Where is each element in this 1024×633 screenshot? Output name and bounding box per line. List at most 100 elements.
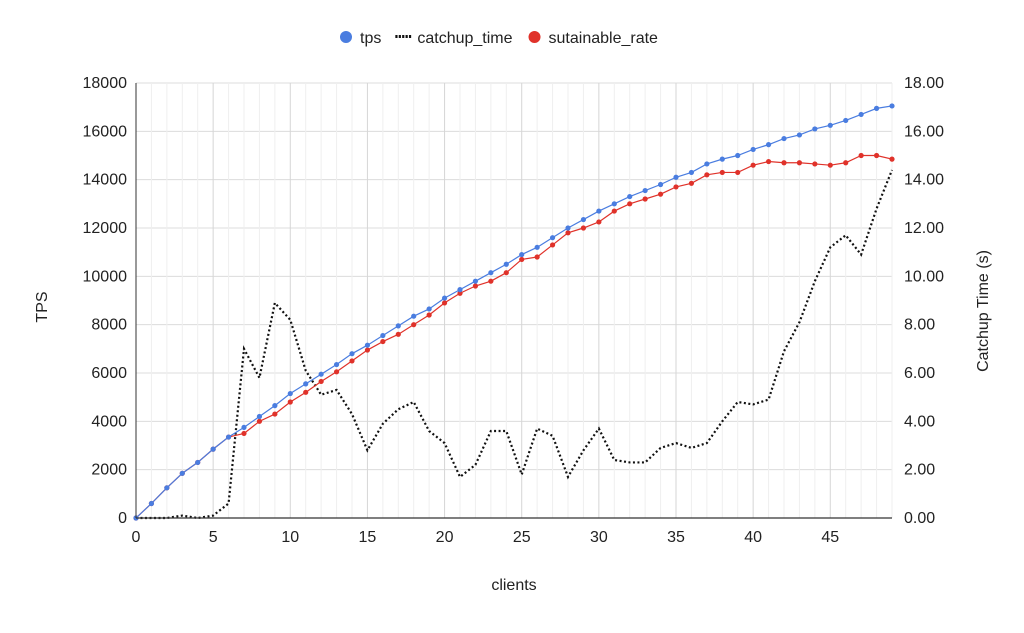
data-point-tps xyxy=(596,208,602,214)
data-point-sutainable_rate xyxy=(549,242,556,248)
data-point-tps xyxy=(303,381,309,387)
y-right-tick-label: 18.00 xyxy=(904,75,944,92)
y-left-tick-label: 6000 xyxy=(91,365,127,382)
data-point-tps xyxy=(688,169,695,176)
data-point-sutainable_rate xyxy=(488,278,494,284)
data-point-tps xyxy=(457,287,463,293)
data-point-tps xyxy=(642,187,648,194)
data-point-tps xyxy=(657,181,664,188)
data-point-tps xyxy=(796,132,803,138)
data-point-tps xyxy=(565,225,571,231)
data-point-tps xyxy=(889,103,895,109)
data-point-tps xyxy=(364,342,371,348)
data-point-sutainable_rate xyxy=(704,172,710,178)
data-point-sutainable_rate xyxy=(503,270,509,276)
data-point-tps xyxy=(873,105,880,111)
data-point-sutainable_rate xyxy=(380,338,386,345)
y-right-tick-label: 14.00 xyxy=(904,172,944,189)
data-point-tps xyxy=(534,244,540,250)
data-point-tps xyxy=(858,111,864,118)
data-point-tps xyxy=(225,434,232,440)
data-point-tps xyxy=(164,485,170,491)
data-point-tps xyxy=(519,251,525,258)
legend-marker-dot-catchup_time xyxy=(395,35,398,38)
data-point-sutainable_rate xyxy=(812,161,818,167)
data-point-tps xyxy=(827,122,833,128)
data-point-sutainable_rate xyxy=(673,184,679,190)
data-point-tps xyxy=(349,351,355,357)
data-point-sutainable_rate xyxy=(333,369,340,375)
legend-label-catchup_time: catchup_time xyxy=(417,30,512,47)
data-point-tps xyxy=(627,193,633,200)
x-tick-label: 45 xyxy=(821,529,839,546)
data-point-sutainable_rate xyxy=(596,219,602,225)
data-point-tps xyxy=(195,459,201,466)
data-point-tps xyxy=(395,323,401,329)
y-right-tick-label: 2.00 xyxy=(904,462,935,479)
gridlines xyxy=(136,82,893,518)
data-point-tps xyxy=(272,403,278,409)
x-tick-label: 5 xyxy=(209,529,218,546)
x-tick-label: 40 xyxy=(744,529,762,546)
series-line-tps xyxy=(135,105,893,519)
data-point-tps xyxy=(843,117,849,124)
data-point-sutainable_rate xyxy=(287,399,293,405)
x-tick-label: 25 xyxy=(513,529,531,546)
data-point-sutainable_rate xyxy=(457,290,463,296)
y-left-tick-label: 8000 xyxy=(91,317,127,334)
legend-marker-tps xyxy=(340,31,352,43)
data-point-sutainable_rate xyxy=(611,208,617,214)
data-point-sutainable_rate xyxy=(719,169,725,176)
data-point-sutainable_rate xyxy=(318,378,324,385)
data-point-tps xyxy=(503,261,509,267)
data-point-sutainable_rate xyxy=(765,158,772,165)
legend-marker-dot-catchup_time xyxy=(398,35,401,38)
data-point-sutainable_rate xyxy=(843,160,849,166)
y-axis-left-title: TPS xyxy=(34,291,51,322)
data-point-sutainable_rate xyxy=(580,225,587,231)
y-right-tick-label: 10.00 xyxy=(904,268,944,285)
data-point-tps xyxy=(210,446,216,452)
y-right-tick-label: 16.00 xyxy=(904,123,944,140)
data-point-sutainable_rate xyxy=(657,191,664,197)
x-tick-label: 30 xyxy=(590,529,608,546)
x-tick-label: 35 xyxy=(667,529,685,546)
data-point-sutainable_rate xyxy=(441,300,448,306)
data-point-tps xyxy=(411,313,417,319)
data-point-sutainable_rate xyxy=(827,162,833,168)
data-point-tps xyxy=(441,295,448,301)
data-point-sutainable_rate xyxy=(426,312,432,318)
data-point-tps xyxy=(673,174,679,180)
series-line-sutainable_rate xyxy=(135,154,893,519)
y-left-tick-label: 14000 xyxy=(83,172,128,189)
legend-label-tps: tps xyxy=(360,30,381,47)
data-point-sutainable_rate xyxy=(241,430,247,437)
data-point-sutainable_rate xyxy=(534,254,540,260)
y-right-tick-label: 12.00 xyxy=(904,220,944,237)
data-point-sutainable_rate xyxy=(411,322,417,328)
y-left-tick-label: 4000 xyxy=(91,413,127,430)
y-right-tick-label: 4.00 xyxy=(904,413,935,430)
data-point-tps xyxy=(549,235,556,241)
data-point-tps xyxy=(241,424,247,430)
data-point-sutainable_rate xyxy=(642,196,648,202)
y-right-tick-label: 8.00 xyxy=(904,317,935,334)
series-line-catchup_time xyxy=(136,169,894,520)
data-point-sutainable_rate xyxy=(781,160,787,166)
x-axis-title: clients xyxy=(491,577,536,594)
x-tick-label: 15 xyxy=(359,529,377,546)
data-point-sutainable_rate xyxy=(873,152,880,159)
y-axis-right-title: Catchup Time (s) xyxy=(975,250,992,372)
y-left-tick-label: 16000 xyxy=(83,123,128,140)
legend-marker-dot-catchup_time xyxy=(402,35,405,38)
y-left-tick-label: 18000 xyxy=(83,75,128,92)
data-point-sutainable_rate xyxy=(688,180,695,186)
data-point-sutainable_rate xyxy=(858,152,864,159)
legend-marker-dot-catchup_time xyxy=(408,35,412,38)
data-point-tps xyxy=(580,216,587,223)
data-point-tps xyxy=(287,390,293,397)
data-point-tps xyxy=(781,135,787,142)
y-left-tick-label: 2000 xyxy=(91,462,127,479)
data-point-tps xyxy=(256,413,263,420)
